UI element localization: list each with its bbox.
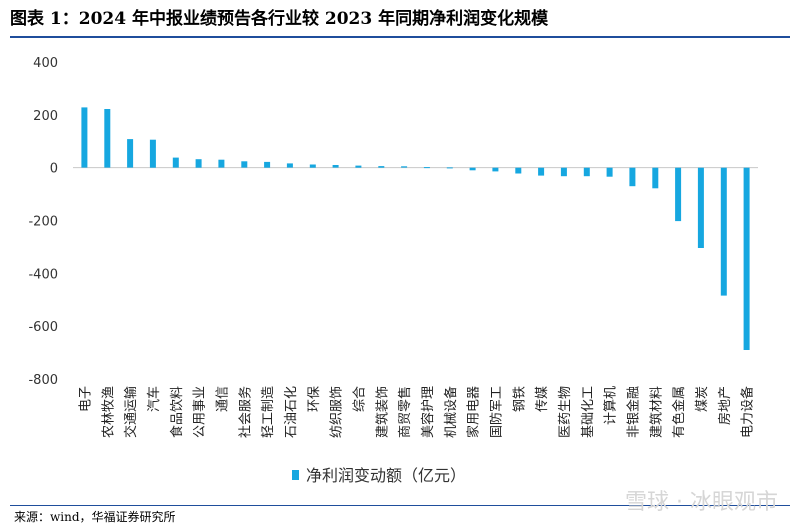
category-label: 基础化工	[581, 386, 596, 438]
bar	[378, 166, 385, 168]
category-label: 房地产	[717, 386, 733, 425]
y-axis: 400 200 0 -200 -400 -600 -800	[28, 56, 58, 388]
bar	[218, 159, 225, 168]
bar	[423, 167, 430, 169]
bar	[629, 167, 636, 187]
category-label: 综合	[352, 386, 367, 412]
source-note: 来源：wind，华福证券研究所	[14, 510, 176, 524]
y-tick-label: -400	[28, 267, 58, 282]
category-label: 纺织服饰	[330, 386, 345, 438]
bar	[286, 163, 293, 168]
category-label: 建筑装饰	[374, 386, 390, 438]
bar-chart: 400 200 0 -200 -400 -600 -800 电子 农林牧渔 交通运输 汽车 食品饮料…	[28, 56, 758, 485]
y-tick-label: 200	[33, 109, 58, 124]
category-label: 医药生物	[558, 386, 573, 438]
category-label: 电子	[78, 386, 93, 412]
category-label: 有色金属	[671, 386, 687, 438]
category-label: 轻工制造	[261, 386, 276, 438]
bar	[697, 167, 704, 248]
category-label: 通信	[215, 386, 230, 412]
category-label: 石油石化	[284, 386, 299, 438]
category-label: 机械设备	[443, 386, 459, 438]
bar	[332, 165, 339, 168]
title-rule	[10, 36, 790, 38]
watermark: 雪球 · 冰眼观市	[625, 490, 778, 515]
bar	[104, 109, 111, 168]
bar	[127, 139, 134, 168]
bars	[81, 107, 750, 350]
bar	[652, 167, 659, 189]
bar	[149, 139, 156, 168]
bar	[606, 167, 613, 177]
category-label: 国防军工	[488, 386, 504, 438]
y-tick-label: -600	[28, 320, 58, 335]
bar	[560, 167, 567, 177]
legend-swatch	[292, 470, 299, 480]
bar	[720, 167, 727, 296]
bar	[538, 167, 545, 176]
y-tick-label: 0	[50, 162, 58, 177]
bar	[355, 165, 362, 168]
bar	[675, 167, 682, 222]
category-label: 传媒	[535, 386, 550, 412]
category-label: 家用电器	[466, 386, 482, 438]
bar	[743, 167, 750, 350]
bar	[81, 107, 88, 168]
y-tick-label: -200	[28, 215, 58, 230]
category-label: 非银金融	[625, 386, 641, 438]
bar	[492, 167, 499, 172]
category-label: 社会服务	[237, 386, 253, 438]
category-label: 交通运输	[123, 386, 139, 438]
y-tick-label: 400	[33, 56, 58, 71]
category-label: 农林牧渔	[101, 386, 116, 438]
category-label: 计算机	[604, 386, 619, 425]
bar	[469, 167, 476, 171]
legend-label: 净利润变动额（亿元）	[306, 466, 466, 485]
category-label: 美容护理	[420, 386, 436, 438]
bar	[309, 164, 316, 168]
legend: 净利润变动额（亿元）	[292, 466, 466, 485]
category-label: 电力设备	[740, 386, 756, 438]
bar	[401, 166, 408, 168]
bar	[264, 161, 271, 168]
category-label: 环保	[307, 386, 322, 412]
y-tick-label: -800	[28, 373, 58, 388]
bar	[446, 167, 453, 169]
category-label: 煤炭	[695, 386, 710, 412]
category-label: 钢铁	[512, 386, 527, 412]
bar	[241, 161, 248, 168]
category-label: 公用事业	[193, 386, 208, 438]
category-label: 汽车	[146, 386, 162, 412]
bar	[583, 167, 590, 177]
category-label: 食品饮料	[169, 386, 185, 438]
bar	[172, 157, 179, 168]
page-title: 图表 1：2024 年中报业绩预告各行业较 2023 年同期净利润变化规模	[10, 9, 549, 29]
bar	[195, 159, 202, 168]
bar	[515, 167, 522, 174]
category-label: 商贸零售	[397, 386, 413, 438]
footer-rule	[10, 505, 790, 506]
category-labels: 电子 农林牧渔 交通运输 汽车 食品饮料 公用事业 通信 社会服务 轻工制造 石油石化 环保 纺织服饰…	[78, 386, 755, 438]
category-label: 建筑材料	[648, 386, 664, 438]
